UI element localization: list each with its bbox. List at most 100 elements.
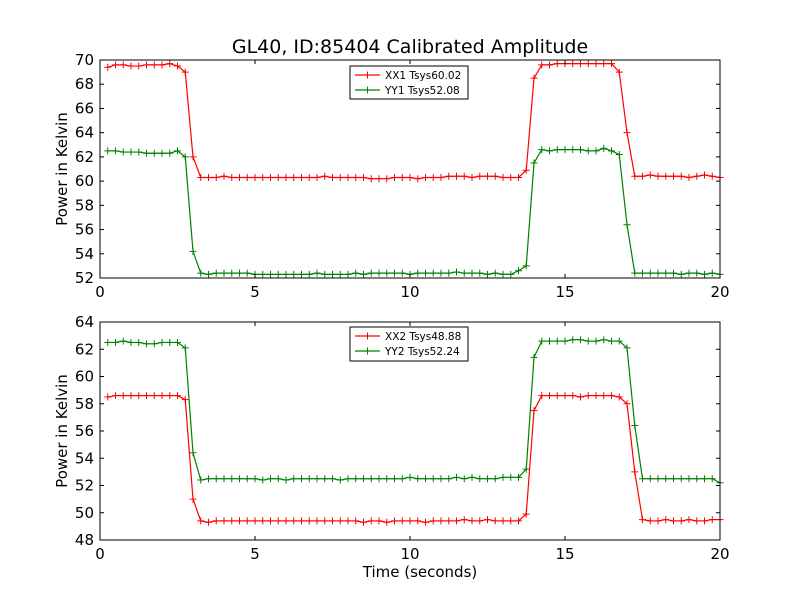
data-point [654,475,662,483]
data-point [654,269,662,277]
y-tick-label: 60 [75,368,94,386]
data-point [414,269,422,277]
data-point [189,153,197,161]
data-point [584,147,592,155]
data-point [685,173,693,181]
data-point [181,68,189,76]
data-point [336,173,344,181]
legend-box [349,326,469,362]
data-point [189,449,197,457]
data-point [274,173,282,181]
data-point [507,173,515,181]
legend: XX2 Tsys48.88 YY2 Tsys52.24 [349,326,469,362]
data-point [158,392,166,400]
data-point [491,172,499,180]
data-point [608,60,615,68]
x-tick-label: 5 [250,283,260,301]
data-point [484,516,491,524]
data-point [174,147,181,155]
series-line-2 [107,147,721,275]
data-point [685,516,693,524]
data-point [391,269,398,277]
y-tick-label: 62 [75,340,94,358]
data-point [158,149,166,157]
data-point [685,269,693,277]
y-tick-label: 60 [75,172,94,190]
data-point [205,518,212,526]
data-point [631,468,639,476]
y-tick-label: 48 [75,531,94,549]
data-point [670,475,677,483]
data-point [112,392,119,400]
data-point [383,518,391,526]
data-point [422,269,429,277]
data-point [584,392,592,400]
data-point [143,61,150,69]
data-point [383,175,391,183]
data-point [701,270,708,278]
data-point [321,270,329,278]
data-point [631,172,639,180]
data-point [197,173,205,181]
data-point [259,517,267,525]
y-tick-label: 54 [75,449,94,467]
data-point [639,516,646,524]
data-point [677,270,685,278]
series-line-1 [107,394,720,523]
data-point [476,517,484,525]
data-point [437,269,445,277]
y-tick-label: 52 [75,269,94,287]
data-point [708,516,716,524]
data-point [592,147,600,155]
data-point [282,476,290,484]
data-point [476,475,484,483]
data-point [336,270,344,278]
data-point [460,172,468,180]
legend-label: YY2 Tsys52.24 [384,346,460,358]
data-point [135,62,143,70]
data-point [181,344,189,352]
data-point [329,517,336,525]
data-point [491,269,499,277]
top-panel: 0 5 10 15 20 52 54 56 58 60 62 64 66 68 70 Power in Kel… [53,51,730,301]
data-point [507,270,515,278]
data-point [569,146,577,154]
data-point [701,517,708,525]
data-point [127,62,135,70]
y-tick-label: 56 [75,221,94,239]
data-point [267,475,274,483]
data-point [623,344,631,352]
data-point [119,61,127,69]
data-point [298,270,305,278]
data-point [623,221,631,229]
data-point [654,172,662,180]
data-point [460,475,468,483]
data-point [646,475,654,483]
data-point [592,60,600,68]
data-point [344,270,352,278]
data-point [476,269,484,277]
data-point [515,517,522,525]
data-point [391,173,398,181]
data-point [127,148,135,156]
legend-marker [364,71,371,79]
data-point [414,475,422,483]
data-point [189,495,197,503]
data-point [561,392,569,400]
data-point [615,393,623,401]
data-point [383,269,391,277]
data-point [344,475,352,483]
data-point [127,338,135,346]
data-point [166,392,174,400]
x-tick-label: 0 [95,545,105,563]
legend-marker [364,332,371,340]
data-point [143,392,150,400]
data-point [468,173,476,181]
data-point [158,338,166,346]
data-point [608,147,615,155]
data-point [119,337,127,345]
x-tick-label: 15 [555,283,574,301]
x-tick-label: 10 [400,545,419,563]
data-point [305,270,313,278]
